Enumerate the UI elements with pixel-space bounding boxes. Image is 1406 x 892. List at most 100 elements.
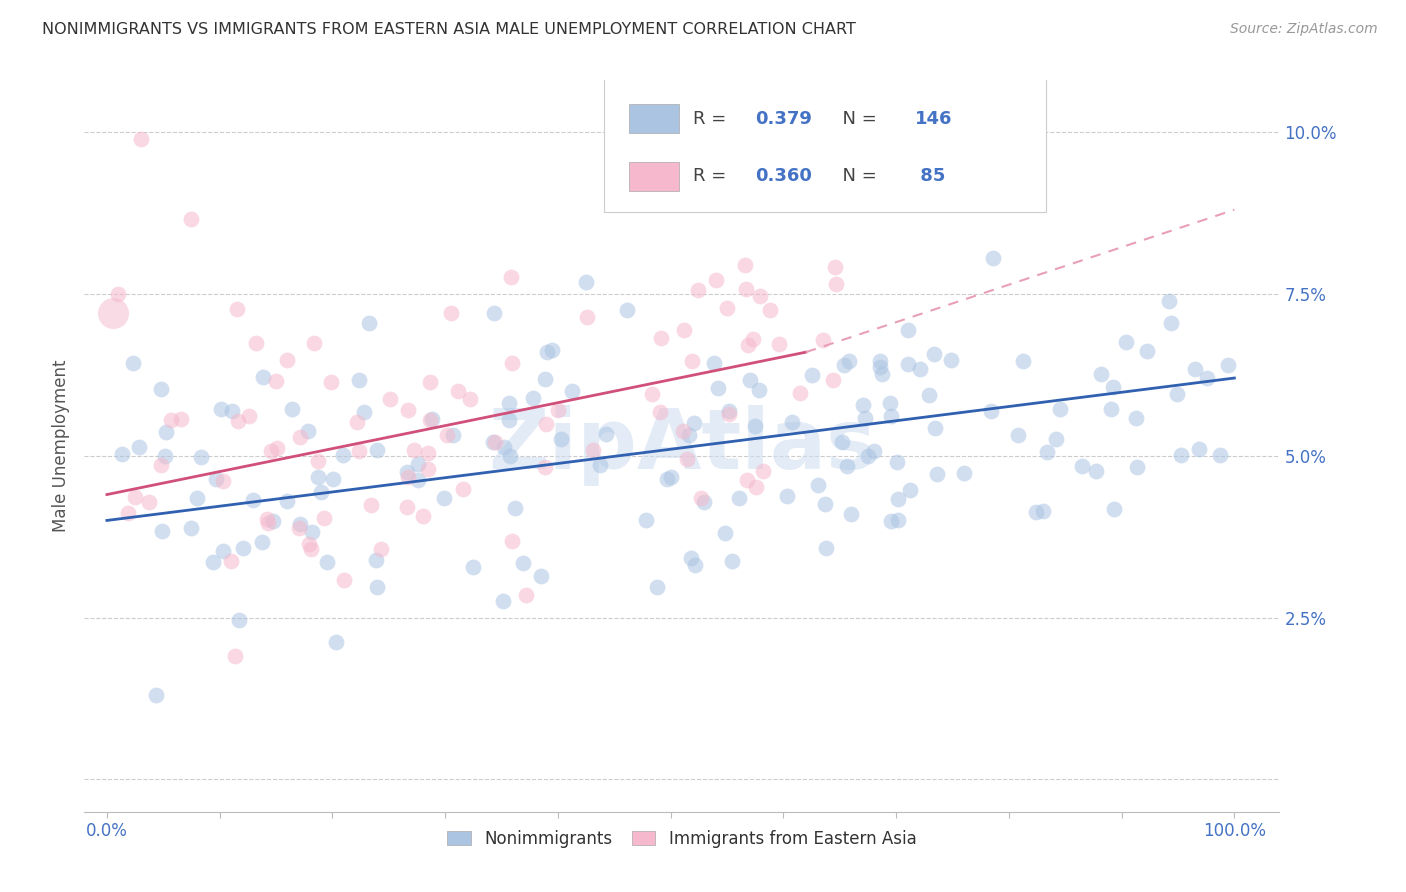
- Point: [453, 482, 475, 496]
- Point: [492, 440, 515, 454]
- Point: [242, 492, 264, 507]
- Point: [498, 449, 520, 463]
- Point: [145, 688, 167, 702]
- Point: [693, 495, 716, 509]
- Point: [650, 331, 672, 345]
- Point: [759, 303, 782, 318]
- Point: [276, 494, 298, 508]
- Point: [301, 525, 323, 540]
- Point: [832, 359, 855, 373]
- Point: [512, 556, 534, 570]
- Point: [319, 375, 342, 389]
- Point: [256, 512, 278, 526]
- Point: [886, 491, 908, 506]
- Point: [304, 336, 326, 351]
- Point: [316, 555, 339, 569]
- Point: [837, 458, 859, 473]
- Point: [863, 443, 886, 458]
- Text: N =: N =: [831, 168, 883, 186]
- Point: [744, 418, 766, 433]
- Point: [180, 521, 202, 535]
- Point: [380, 392, 402, 406]
- Point: [245, 336, 267, 351]
- Point: [111, 447, 134, 461]
- Point: [1025, 505, 1047, 519]
- Point: [814, 497, 837, 511]
- Point: [734, 258, 756, 272]
- Point: [801, 368, 824, 382]
- Point: [745, 480, 768, 494]
- Point: [433, 491, 456, 505]
- Point: [720, 554, 742, 568]
- Point: [357, 317, 380, 331]
- Point: [852, 398, 875, 412]
- Point: [703, 356, 725, 370]
- Point: [446, 384, 468, 399]
- Point: [858, 449, 880, 463]
- Point: [498, 413, 520, 427]
- Point: [1102, 380, 1125, 394]
- Point: [534, 372, 557, 386]
- Point: [252, 369, 274, 384]
- Point: [1184, 362, 1206, 376]
- Point: [707, 381, 730, 395]
- Point: [634, 513, 657, 527]
- Point: [439, 305, 461, 319]
- Point: [420, 412, 443, 426]
- Text: 0.379: 0.379: [755, 110, 813, 128]
- Point: [1159, 293, 1181, 308]
- Point: [717, 407, 740, 421]
- Text: N =: N =: [831, 110, 883, 128]
- Point: [501, 356, 523, 370]
- Point: [209, 402, 232, 417]
- Point: [683, 558, 706, 572]
- Point: [117, 506, 139, 520]
- Point: [824, 260, 846, 274]
- Point: [659, 470, 682, 484]
- Point: [939, 353, 962, 368]
- FancyBboxPatch shape: [630, 161, 679, 191]
- Point: [484, 305, 506, 319]
- Point: [366, 442, 388, 457]
- Point: [839, 508, 862, 522]
- Point: [418, 413, 440, 427]
- Point: [232, 541, 254, 555]
- Point: [728, 491, 751, 505]
- Point: [869, 360, 891, 375]
- Point: [716, 301, 738, 315]
- Point: [1136, 344, 1159, 359]
- Point: [1125, 410, 1147, 425]
- Point: [395, 500, 418, 514]
- Point: [159, 413, 181, 427]
- Point: [1115, 335, 1137, 350]
- Point: [742, 332, 765, 346]
- Point: [1160, 316, 1182, 330]
- Point: [260, 443, 283, 458]
- Point: [953, 466, 976, 480]
- Point: [461, 560, 484, 574]
- Point: [333, 573, 356, 587]
- Point: [717, 404, 740, 418]
- Point: [221, 403, 243, 417]
- Point: [776, 489, 799, 503]
- Point: [838, 353, 860, 368]
- Point: [309, 484, 332, 499]
- Point: [789, 385, 811, 400]
- Point: [190, 450, 212, 464]
- Point: [1216, 358, 1239, 372]
- Point: [814, 541, 837, 556]
- Point: [1090, 367, 1112, 381]
- Point: [349, 373, 371, 387]
- Point: [128, 440, 150, 454]
- Point: [101, 306, 124, 320]
- Point: [499, 269, 522, 284]
- Point: [201, 555, 224, 569]
- Point: [522, 391, 544, 405]
- Point: [505, 501, 527, 516]
- Point: [122, 356, 145, 370]
- Text: ZipAtlas: ZipAtlas: [488, 406, 876, 486]
- Point: [879, 395, 901, 409]
- Point: [768, 337, 790, 351]
- Point: [679, 550, 702, 565]
- Point: [418, 461, 440, 475]
